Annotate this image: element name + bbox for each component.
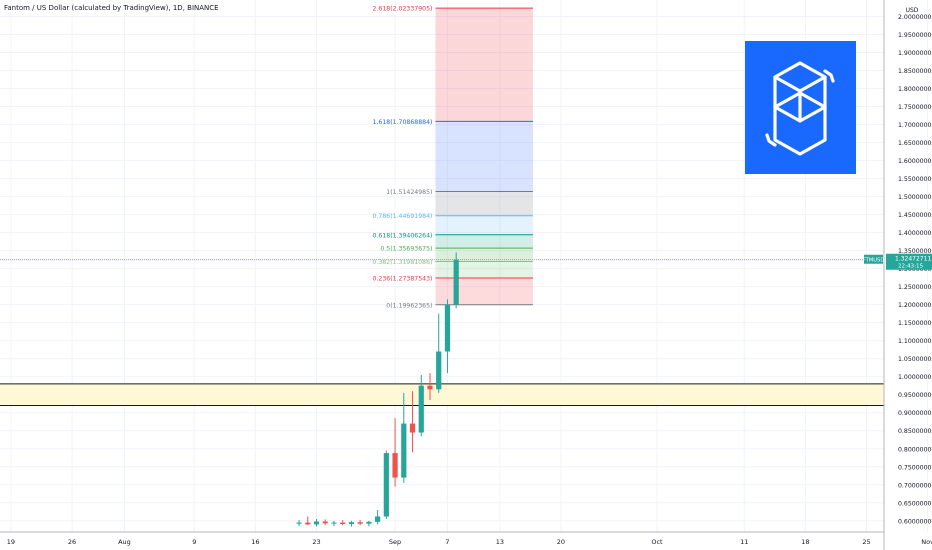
candle-body (436, 351, 442, 390)
fib-band (435, 215, 533, 235)
time-tick-label: 20 (557, 538, 565, 546)
candle-countdown: 22:43:15 (898, 264, 924, 270)
symbol-badge (864, 254, 883, 264)
price-tick-label: 1.10000000 (898, 338, 932, 345)
time-tick-label: 23 (312, 538, 320, 546)
candle-body (392, 453, 398, 478)
price-tick-label: 1.35000000 (898, 248, 932, 255)
time-tick-label: 13 (496, 538, 504, 546)
time-tick-label: 18 (801, 538, 809, 546)
fantom-logo-icon (765, 61, 835, 156)
price-tick-label: 0.95000000 (898, 392, 932, 399)
price-tick-label: 1.90000000 (898, 50, 932, 57)
candle-body (401, 423, 407, 478)
price-tick-label: 1.05000000 (898, 356, 932, 363)
candle-body (305, 522, 311, 525)
price-tick-label: 0.80000000 (898, 446, 932, 453)
candle-body (444, 304, 451, 352)
candle-body (375, 516, 381, 522)
price-tick-label: 1.75000000 (898, 104, 932, 111)
fib-band (435, 191, 533, 216)
price-tick-label: 0.85000000 (898, 428, 932, 435)
time-tick-label: Oct (651, 538, 663, 546)
time-tick-label: 26 (68, 538, 76, 546)
price-tick-label: 0.70000000 (898, 482, 932, 489)
fib-band (435, 8, 533, 122)
price-tick-label: 1.15000000 (898, 320, 932, 327)
price-tick-label: 1.00000000 (898, 374, 932, 381)
candle-body (366, 521, 372, 524)
fib-level-label: 0.382(1.31981086) (372, 259, 432, 266)
time-tick-label: 25 (862, 538, 870, 546)
price-tick-label: 1.65000000 (898, 140, 932, 147)
fantom-logo (745, 41, 856, 174)
zone-fill (0, 383, 884, 406)
time-tick-label: Nov (921, 538, 932, 546)
currency-label: USD (906, 7, 919, 14)
fib-band (435, 121, 533, 192)
price-tick-label: 1.80000000 (898, 86, 932, 93)
symbol-label: FTMUSD (863, 258, 885, 264)
fib-level-label: 0.786(1.44691984) (372, 213, 432, 220)
fib-level-label: 0.236(1.27387543) (372, 276, 432, 283)
price-tick-label: 2.00000000 (898, 14, 932, 21)
candle-body (340, 522, 346, 525)
fib-band (435, 278, 533, 305)
price-tick-label: 0.75000000 (898, 464, 932, 471)
last-price-badge (886, 253, 932, 270)
candle-body (313, 521, 320, 525)
fib-band (435, 248, 533, 262)
time-tick-label: 9 (192, 538, 196, 546)
grid-lines (0, 0, 929, 532)
candle-body (383, 453, 389, 517)
candle-body (331, 522, 337, 524)
price-axis[interactable]: 2.00000000 1.95000000 1.90000000 1.85000000… (883, 0, 932, 550)
candle-body (453, 259, 459, 305)
support-zone (0, 383, 884, 407)
price-tick-label: 1.85000000 (898, 68, 932, 75)
price-tick-label: 1.95000000 (898, 32, 932, 39)
fib-band (435, 261, 533, 279)
time-tick-label: 16 (251, 538, 259, 546)
candlestick-series (296, 252, 459, 527)
fibonacci-extension: 0(1.19962365) 0.236(1.27387543) 0.382(1.31… (372, 6, 533, 309)
price-tick-label: 1.50000000 (898, 194, 932, 201)
time-tick-label: 11 (740, 538, 748, 546)
time-tick-label: Aug (118, 538, 131, 546)
candle-body (418, 385, 424, 433)
fib-band (435, 234, 533, 249)
fib-level-label: 0.618(1.39406264) (372, 232, 432, 239)
last-price-value: 1.32472711 (895, 256, 931, 263)
candle-body (409, 423, 416, 433)
time-tick-label: Sep (389, 538, 401, 546)
candle-body (427, 385, 433, 390)
candle-body (296, 522, 302, 524)
fib-level-label: 0(1.19962365) (386, 302, 432, 309)
candle-body (348, 522, 355, 525)
price-tick-label: 1.40000000 (898, 230, 932, 237)
price-tick-label: 1.45000000 (898, 212, 932, 219)
candle-body (357, 522, 363, 524)
price-tick-label: 1.60000000 (898, 158, 932, 165)
price-tick-label: 1.70000000 (898, 122, 932, 129)
candle-body (322, 521, 328, 524)
fib-level-label: 2.618(2.02337905) (372, 6, 432, 13)
fib-level-label: 1(1.51424985) (386, 189, 432, 196)
time-tick-label: 19 (7, 538, 15, 546)
price-tick-label: 1.20000000 (898, 302, 932, 309)
price-tick-label: 0.60000000 (898, 518, 932, 525)
fib-level-label: 1.618(1.70868884) (372, 119, 432, 126)
price-tick-label: 1.55000000 (898, 176, 932, 183)
fib-level-label: 0.5(1.35693675) (380, 246, 432, 253)
price-tick-label: 0.90000000 (898, 410, 932, 417)
chart-title: Fantom / US Dollar (calculated by Tradin… (4, 4, 219, 12)
time-axis[interactable]: 121926Aug91623Sep71320Oct111825Nov8 (0, 531, 932, 546)
time-tick-label: 7 (445, 538, 449, 546)
price-tick-label: 1.25000000 (898, 284, 932, 291)
price-tick-label: 0.65000000 (898, 500, 932, 507)
